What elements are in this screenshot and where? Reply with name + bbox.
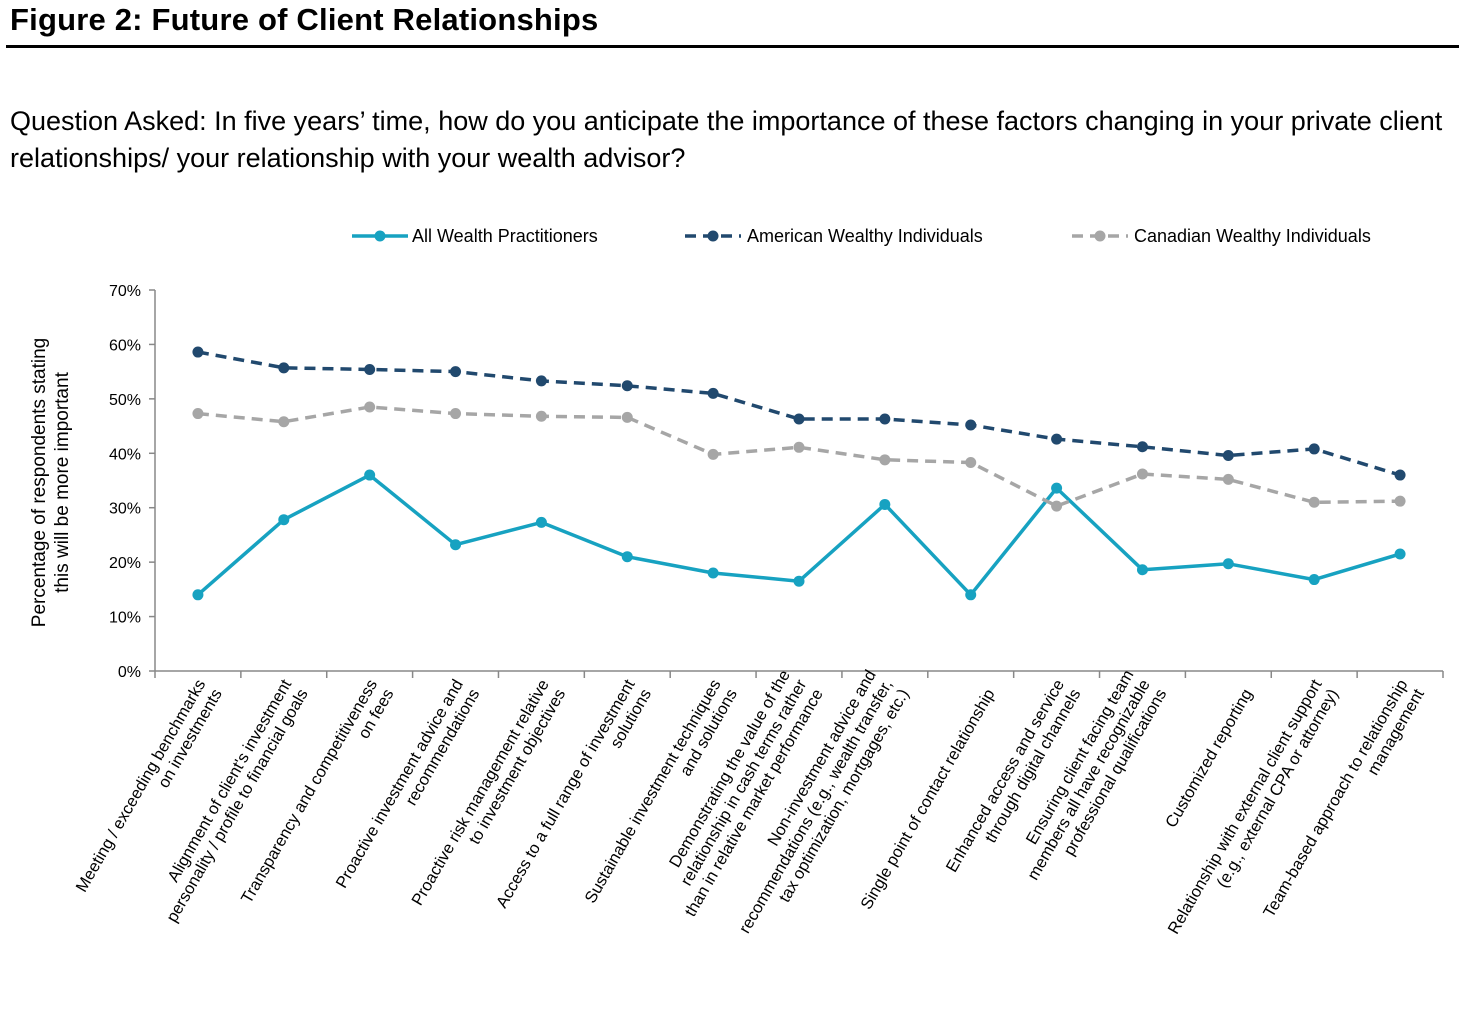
- data-point: [707, 448, 719, 460]
- data-point: [965, 419, 977, 431]
- series-lines: [192, 346, 1406, 601]
- data-point: [535, 410, 547, 422]
- series-all-wealth-practitioners: [192, 469, 1406, 601]
- question-text: Question Asked: In five years’ time, how…: [10, 106, 1443, 173]
- data-point: [621, 380, 633, 392]
- y-tick-label: 10%: [109, 610, 141, 627]
- figure-title: Figure 2: Future of Client Relationships: [10, 2, 599, 37]
- y-axis-title-line: this will be more important: [52, 371, 73, 592]
- data-point: [879, 454, 891, 466]
- data-point: [621, 411, 633, 423]
- title-rule: [6, 45, 1459, 48]
- data-point: [278, 514, 290, 526]
- legend-item: American Wealthy Individuals: [685, 226, 983, 246]
- legend-item: Canadian Wealthy Individuals: [1072, 226, 1371, 246]
- data-point: [1222, 558, 1234, 570]
- data-point: [879, 498, 891, 510]
- data-point: [707, 387, 719, 399]
- data-point: [1394, 495, 1406, 507]
- data-point: [192, 408, 204, 420]
- data-point: [879, 413, 891, 425]
- data-point: [1222, 449, 1234, 461]
- data-point: [535, 375, 547, 387]
- data-point: [192, 346, 204, 358]
- series-american-wealthy-individuals: [192, 346, 1406, 481]
- data-point: [450, 366, 462, 378]
- y-tick-label: 0%: [118, 664, 141, 681]
- x-category-label-line: Team-based approach to relationship: [1260, 677, 1411, 921]
- data-point: [1136, 441, 1148, 453]
- series-line: [197, 350, 1401, 477]
- series-line: [197, 405, 1401, 508]
- x-category-label: Relationship with external client suppor…: [1165, 676, 1342, 937]
- data-point: [364, 363, 376, 375]
- data-point: [450, 539, 462, 551]
- x-category-label: Team-based approach to relationshipmanag…: [1260, 677, 1428, 921]
- y-tick-label: 50%: [109, 392, 141, 409]
- y-axis-title-line: Percentage of respondents stating: [29, 338, 50, 627]
- y-tick-label: 60%: [109, 337, 141, 354]
- data-point: [793, 441, 805, 453]
- data-point: [278, 362, 290, 374]
- legend-label: American Wealthy Individuals: [747, 226, 983, 246]
- data-point: [1308, 496, 1320, 508]
- data-point: [1394, 548, 1406, 560]
- data-point: [1136, 564, 1148, 576]
- legend-label: All Wealth Practitioners: [412, 226, 598, 246]
- series-canadian-wealthy-individuals: [192, 401, 1406, 512]
- data-point: [1222, 473, 1234, 485]
- y-tick-label: 20%: [109, 555, 141, 572]
- data-point: [1308, 574, 1320, 586]
- data-point: [793, 575, 805, 587]
- data-point: [1051, 482, 1063, 494]
- x-category-label-line: Access to a full range of investment: [493, 676, 639, 911]
- data-point: [278, 416, 290, 428]
- y-axis: 0% 10% 20% 30% 40% 50% 60% 70%: [109, 283, 156, 681]
- data-point: [965, 589, 977, 601]
- data-point: [1136, 468, 1148, 480]
- data-point: [1051, 500, 1063, 512]
- data-point: [364, 469, 376, 481]
- y-tick-label: 40%: [109, 446, 141, 463]
- data-point: [707, 567, 719, 579]
- data-point: [621, 551, 633, 563]
- y-axis-title: Percentage of respondents stating this wi…: [29, 338, 73, 627]
- data-point: [535, 516, 547, 528]
- data-point: [192, 589, 204, 601]
- data-point: [1308, 443, 1320, 455]
- data-point: [965, 457, 977, 469]
- y-tick-label: 70%: [109, 283, 141, 300]
- chart-legend: All Wealth Practitioners American Wealthy…: [352, 226, 1371, 246]
- data-point: [793, 413, 805, 425]
- data-point: [1051, 433, 1063, 445]
- legend-swatch-marker: [374, 230, 386, 242]
- legend-label: Canadian Wealthy Individuals: [1134, 226, 1371, 246]
- x-category-label-line: Proactive risk management relative: [408, 677, 552, 909]
- data-point: [364, 401, 376, 413]
- data-point: [1394, 469, 1406, 481]
- legend-item: All Wealth Practitioners: [352, 226, 598, 246]
- data-point: [450, 408, 462, 420]
- legend-swatch-marker: [707, 230, 719, 242]
- legend-swatch-marker: [1094, 230, 1106, 242]
- y-tick-label: 30%: [109, 501, 141, 518]
